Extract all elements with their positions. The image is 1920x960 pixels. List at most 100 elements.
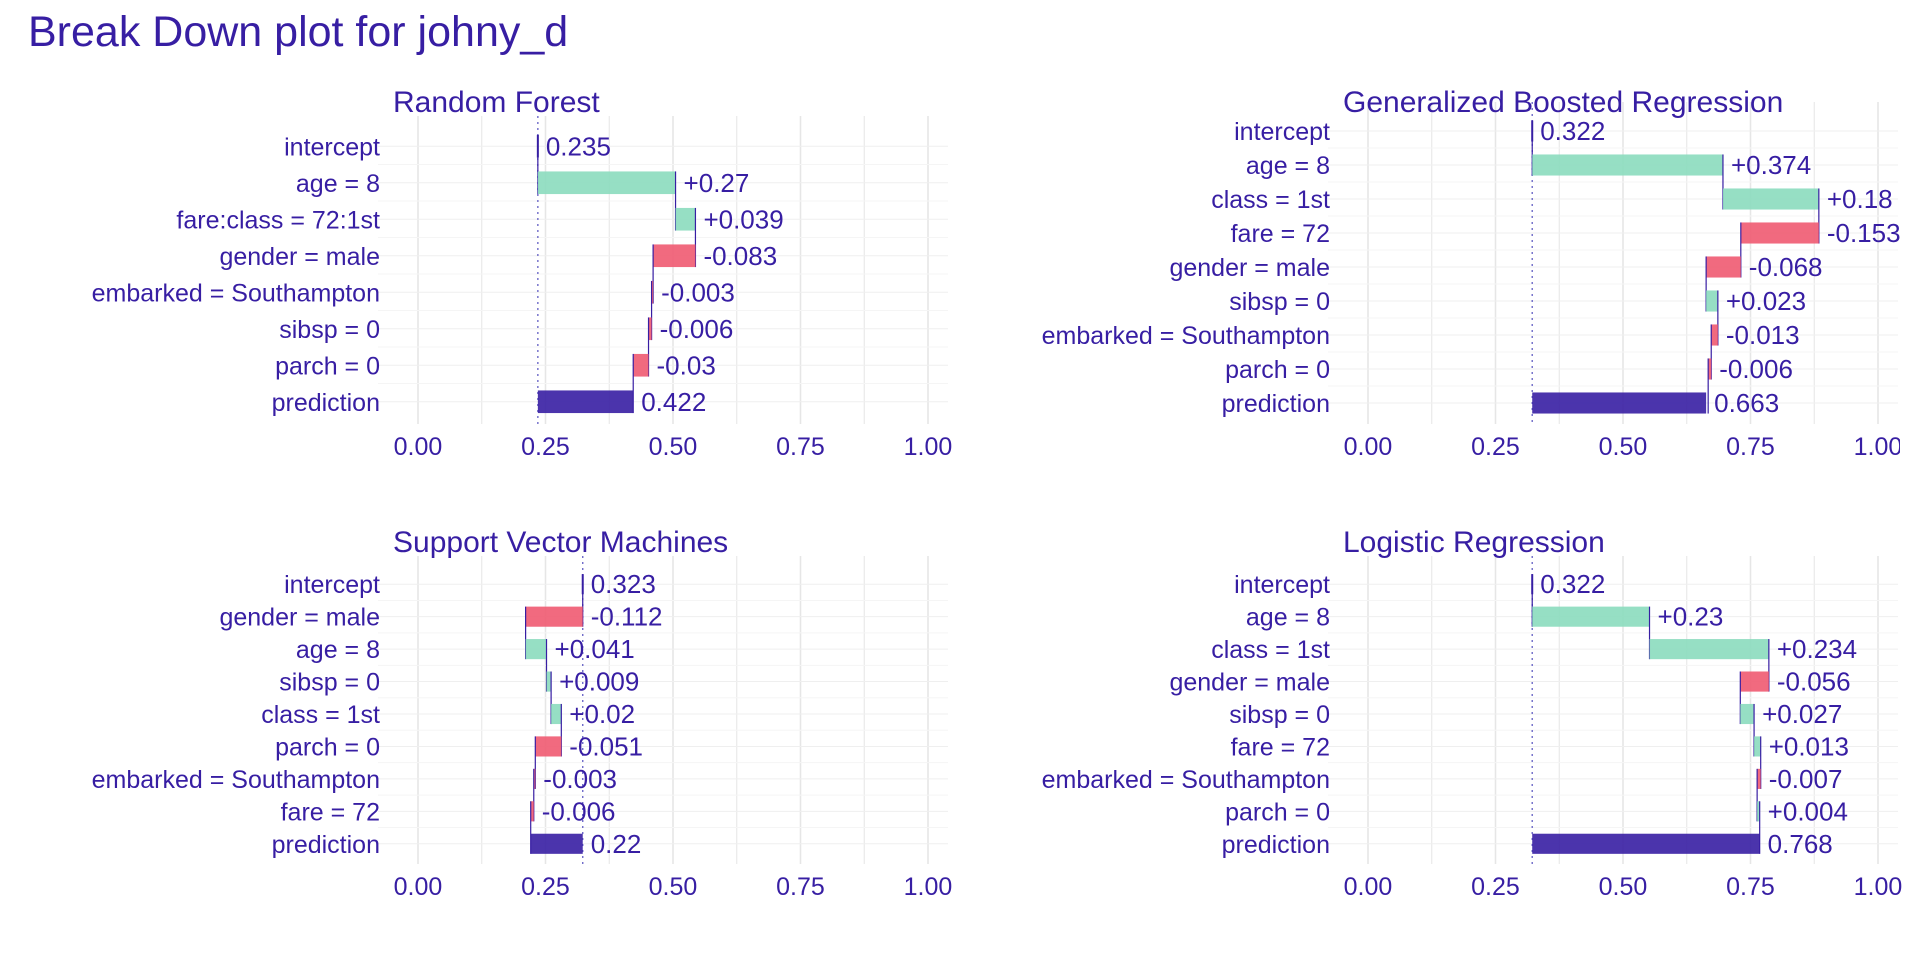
panel-subtitle: Random Forest: [393, 86, 600, 119]
variable-label: sibsp = 0: [279, 316, 380, 344]
chart-panel: 0.235 +0.27 +0.039 -0.083 -0.003 -0.006 -0.03 0…: [378, 116, 952, 461]
variable-label: sibsp = 0: [279, 669, 380, 697]
value-label: -0.112: [591, 602, 663, 632]
x-tick-label: 0.75: [1726, 433, 1775, 461]
bar-negative: [1740, 671, 1769, 692]
bar-positive: [1754, 736, 1761, 757]
variable-label: age = 8: [296, 636, 380, 664]
x-tick-label: 0.25: [521, 433, 570, 461]
bar-positive: [1757, 801, 1760, 822]
x-tick-label: 0.00: [1344, 873, 1393, 901]
value-label: -0.083: [703, 241, 777, 271]
value-label: -0.006: [542, 796, 616, 826]
x-tick-label: 1.00: [904, 433, 953, 461]
variable-label: sibsp = 0: [1229, 701, 1330, 729]
variable-label: prediction: [1222, 831, 1330, 859]
value-label: +0.039: [703, 204, 783, 234]
variable-label: parch = 0: [1225, 798, 1330, 826]
bar-positive: [1706, 290, 1718, 312]
value-label: -0.013: [1726, 320, 1800, 350]
variable-label: class = 1st: [1211, 186, 1330, 214]
variable-label: intercept: [1234, 571, 1330, 599]
x-tick-label: 0.75: [1726, 873, 1775, 901]
x-tick-label: 0.00: [394, 873, 443, 901]
x-tick-label: 0.50: [1599, 873, 1648, 901]
value-label: 0.768: [1768, 829, 1833, 859]
x-tick-label: 1.00: [1854, 873, 1903, 901]
value-label: +0.23: [1658, 602, 1724, 632]
value-label: -0.007: [1769, 764, 1843, 794]
chart-panel: 0.322 +0.374 +0.18 -0.153-0.068 +0.023 -0.013…: [1328, 102, 1901, 461]
value-label: 0.322: [1540, 116, 1605, 146]
variable-label: gender = male: [1169, 669, 1330, 697]
variable-label: age = 8: [296, 170, 380, 198]
x-tick-label: 0.25: [1471, 433, 1520, 461]
value-label: -0.03: [657, 350, 716, 380]
variable-label: embarked = Southampton: [1042, 766, 1330, 794]
value-label: 0.422: [641, 387, 706, 417]
x-tick-label: 0.00: [394, 433, 443, 461]
bar-positive: [537, 171, 676, 195]
x-tick-label: 0.75: [776, 433, 825, 461]
value-label: -0.153: [1827, 218, 1901, 248]
value-label: +0.27: [684, 168, 750, 198]
value-label: +0.023: [1726, 286, 1806, 316]
variable-label: embarked = Southampton: [1042, 322, 1330, 350]
x-tick-label: 1.00: [904, 873, 953, 901]
chart-panel: 0.323-0.112+0.041+0.009+0.02-0.051-0.003…: [378, 556, 952, 901]
bar-negative: [653, 244, 696, 268]
bar-positive: [1649, 639, 1769, 660]
bar-prediction: [1532, 392, 1707, 414]
variable-label: gender = male: [219, 243, 380, 271]
page-title: Break Down plot for johny_d: [28, 8, 569, 56]
variable-label: prediction: [1222, 390, 1330, 418]
value-label: -0.003: [661, 277, 735, 307]
value-label: +0.004: [1768, 796, 1848, 826]
value-label: 0.322: [1540, 569, 1605, 599]
bar-negative: [533, 768, 536, 789]
bar-negative: [1711, 324, 1718, 346]
panel-subtitle: Support Vector Machines: [393, 526, 728, 559]
variable-label: fare = 72: [281, 798, 380, 826]
x-tick-label: 0.75: [776, 873, 825, 901]
value-label: -0.051: [569, 731, 643, 761]
bar-negative: [530, 801, 534, 822]
bar-positive: [1532, 154, 1723, 176]
panel-subtitle: Generalized Boosted Regression: [1343, 86, 1783, 119]
bar-negative: [1757, 768, 1761, 789]
variable-label: gender = male: [1169, 254, 1330, 282]
variable-label: prediction: [272, 831, 380, 859]
bar-positive: [551, 703, 562, 725]
bar-prediction: [530, 833, 583, 854]
variable-label: fare:class = 72:1st: [176, 206, 380, 234]
bar-prediction: [1532, 833, 1760, 854]
value-label: +0.234: [1777, 634, 1857, 664]
variable-label: fare = 72: [1231, 733, 1330, 761]
variable-label: prediction: [272, 389, 380, 417]
value-label: -0.003: [543, 764, 617, 794]
variable-label: class = 1st: [261, 701, 380, 729]
variable-label: intercept: [1234, 118, 1330, 146]
value-label: -0.068: [1749, 252, 1823, 282]
variable-label: sibsp = 0: [1229, 288, 1330, 316]
value-label: 0.22: [591, 829, 642, 859]
bar-positive: [1740, 703, 1755, 725]
bar-negative: [1706, 256, 1741, 278]
value-label: 0.323: [591, 569, 656, 599]
variable-label: fare = 72: [1231, 220, 1330, 248]
value-label: 0.663: [1714, 388, 1779, 418]
panel-subtitle: Logistic Regression: [1343, 526, 1605, 559]
x-tick-label: 0.25: [1471, 873, 1520, 901]
bar-negative: [525, 606, 583, 627]
bar-positive: [546, 671, 552, 692]
value-label: +0.18: [1827, 184, 1893, 214]
variable-label: parch = 0: [275, 352, 380, 380]
value-label: +0.374: [1731, 150, 1811, 180]
value-label: +0.013: [1769, 731, 1849, 761]
bar-negative: [633, 353, 649, 377]
bar-negative: [648, 317, 652, 341]
variable-label: intercept: [284, 571, 380, 599]
x-tick-label: 0.25: [521, 873, 570, 901]
variable-label: embarked = Southampton: [92, 279, 380, 307]
